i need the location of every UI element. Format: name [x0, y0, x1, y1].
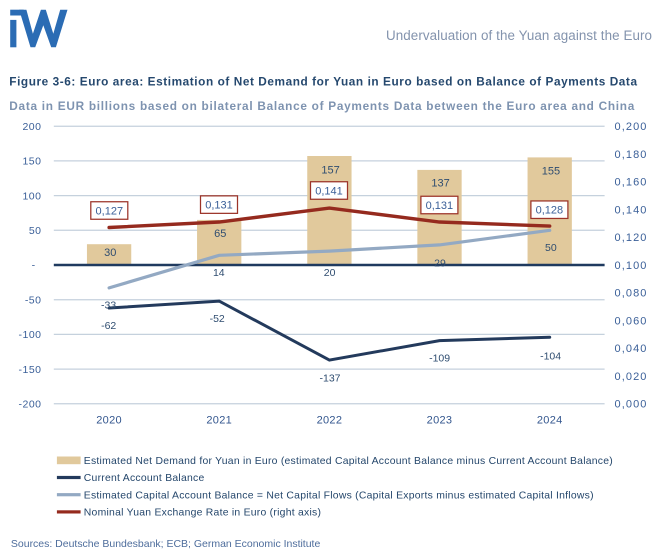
svg-text:50: 50	[545, 242, 557, 254]
svg-text:2024: 2024	[537, 414, 563, 426]
svg-text:-150: -150	[18, 364, 41, 376]
svg-text:2023: 2023	[427, 414, 453, 426]
svg-text:0,040: 0,040	[615, 343, 648, 355]
svg-text:200: 200	[22, 121, 41, 133]
svg-text:-109: -109	[429, 353, 450, 365]
svg-text:Undervaluation of the Yuan aga: Undervaluation of the Yuan against the E…	[386, 28, 652, 43]
svg-text:-50: -50	[25, 294, 42, 306]
svg-text:Nominal Yuan Exchange Rate in: Nominal Yuan Exchange Rate in Euro (righ…	[84, 508, 321, 519]
svg-text:0,020: 0,020	[615, 371, 648, 383]
svg-text:50: 50	[29, 225, 42, 237]
svg-text:Figure 3-6: Euro area: Estimat: Figure 3-6: Euro area: Estimation of Net…	[9, 74, 637, 88]
svg-text:Data in EUR billions based on: Data in EUR billions based on bilateral …	[9, 99, 634, 113]
svg-text:-104: -104	[540, 350, 561, 362]
svg-text:-33: -33	[101, 300, 116, 312]
svg-text:0,120: 0,120	[615, 232, 648, 244]
svg-text:14: 14	[213, 267, 225, 279]
svg-text:2020: 2020	[96, 414, 122, 426]
svg-text:29: 29	[434, 257, 446, 269]
svg-text:Estimated Capital Account Bala: Estimated Capital Account Balance = Net …	[84, 490, 594, 501]
svg-text:0,127: 0,127	[96, 205, 124, 217]
svg-text:0,180: 0,180	[615, 149, 648, 161]
svg-text:0,000: 0,000	[615, 399, 648, 411]
svg-text:0,080: 0,080	[615, 288, 648, 300]
svg-text:2021: 2021	[206, 414, 232, 426]
svg-text:0,140: 0,140	[615, 204, 648, 216]
svg-text:20: 20	[324, 267, 336, 279]
svg-text:0,128: 0,128	[536, 205, 564, 217]
svg-text:Sources: Deutsche Bundesbank;: Sources: Deutsche Bundesbank; ECB; Germa…	[11, 538, 321, 550]
svg-text:-200: -200	[18, 399, 41, 411]
svg-text:0,060: 0,060	[615, 315, 648, 327]
svg-text:-137: -137	[319, 372, 340, 384]
svg-text:0,131: 0,131	[205, 200, 233, 212]
svg-text:65: 65	[214, 228, 226, 240]
svg-text:0,141: 0,141	[315, 185, 343, 197]
svg-text:0,160: 0,160	[615, 177, 648, 189]
svg-text:2022: 2022	[317, 414, 343, 426]
svg-text:0,200: 0,200	[615, 121, 648, 133]
svg-text:-100: -100	[18, 329, 41, 341]
svg-text:-52: -52	[210, 313, 225, 325]
svg-text:155: 155	[542, 166, 560, 178]
svg-text:Current Account Balance: Current Account Balance	[84, 473, 205, 484]
svg-text:0,131: 0,131	[426, 200, 454, 212]
svg-text:0,100: 0,100	[615, 260, 648, 272]
svg-text:100: 100	[22, 190, 41, 202]
svg-text:-: -	[32, 259, 36, 271]
svg-text:150: 150	[22, 156, 41, 168]
svg-text:30: 30	[104, 247, 116, 259]
svg-text:157: 157	[321, 165, 339, 177]
svg-text:Estimated Net Demand for Yuan: Estimated Net Demand for Yuan in Euro (e…	[84, 456, 613, 467]
svg-text:-62: -62	[101, 320, 116, 332]
svg-text:137: 137	[431, 177, 449, 189]
